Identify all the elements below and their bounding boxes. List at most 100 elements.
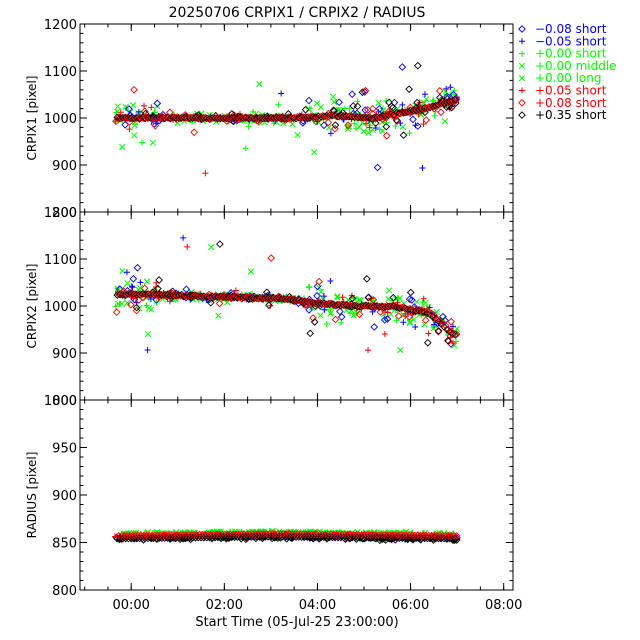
data-point (410, 531, 419, 540)
data-point (234, 530, 243, 539)
data-point (363, 120, 370, 127)
data-point (227, 533, 236, 542)
data-point (208, 243, 215, 251)
data-point (132, 534, 141, 543)
data-point (247, 294, 256, 303)
data-point (371, 115, 380, 123)
data-point (363, 106, 372, 114)
data-point (357, 297, 365, 304)
data-point (132, 306, 141, 315)
data-point (450, 531, 458, 540)
data-point (420, 121, 427, 128)
data-point (377, 531, 386, 539)
data-point (177, 534, 186, 542)
data-point (142, 531, 151, 540)
data-point (422, 116, 431, 124)
data-point (264, 532, 272, 541)
data-point (206, 530, 215, 539)
data-point (315, 299, 324, 308)
data-point (232, 530, 240, 539)
data-point (113, 291, 122, 299)
data-point (166, 114, 175, 123)
data-point (304, 530, 313, 539)
legend-label: +0.00 middle (535, 59, 617, 73)
data-point (163, 534, 172, 542)
data-point (438, 531, 447, 540)
y-tick-label: 950 (52, 442, 77, 457)
data-point (350, 312, 357, 319)
data-point (128, 114, 137, 123)
data-point (123, 531, 131, 540)
data-point (146, 304, 153, 312)
data-point (180, 234, 187, 241)
data-point (148, 104, 155, 111)
data-point (441, 531, 450, 540)
data-point (120, 531, 129, 540)
data-point (160, 534, 169, 542)
data-point (257, 530, 265, 538)
data-point (317, 312, 324, 319)
data-point (123, 269, 130, 276)
y-tick-label: 1200 (44, 18, 77, 33)
data-point (406, 130, 413, 137)
data-point (126, 126, 133, 133)
data-point (158, 534, 166, 542)
data-point (169, 534, 177, 542)
data-point (172, 534, 180, 542)
data-point (117, 531, 126, 540)
data-point (444, 531, 453, 540)
data-point (413, 122, 422, 130)
data-point (444, 336, 452, 345)
data-point (198, 530, 207, 539)
x-tick-label: 06:00 (392, 598, 429, 613)
data-point (424, 308, 433, 317)
legend-marker (519, 87, 525, 94)
data-point (364, 293, 373, 302)
data-point (190, 128, 198, 137)
panel-3: 800 850 900 950 1000 RADIUS [pixel] (25, 394, 514, 599)
data-point (453, 325, 461, 332)
data-point (310, 530, 319, 539)
data-point (254, 530, 263, 538)
data-point (338, 319, 345, 326)
data-point (143, 278, 151, 285)
chart-panels: 800 900 1000 1100 1200 CRPIX1 [pixel] 800 900 10… (25, 18, 522, 613)
data-point (234, 112, 242, 121)
data-point (349, 102, 358, 110)
data-point (430, 531, 439, 540)
data-point (318, 530, 327, 539)
data-point (152, 534, 161, 543)
data-point (408, 531, 416, 540)
legend-label: +0.05 short (535, 84, 607, 98)
x-tick-label: 00:00 (112, 598, 149, 613)
data-point (413, 531, 422, 540)
data-point (197, 533, 205, 542)
data-point (369, 308, 376, 315)
data-point (220, 530, 229, 539)
data-point (119, 143, 126, 151)
legend-marker (519, 50, 525, 57)
data-point (137, 279, 144, 286)
data-point (447, 317, 455, 326)
data-point (128, 283, 135, 290)
data-point (369, 531, 377, 539)
data-point (447, 84, 454, 91)
data-point (141, 102, 148, 109)
data-point (385, 531, 394, 539)
data-point (439, 312, 447, 321)
data-point (290, 530, 299, 539)
data-point (365, 129, 372, 136)
data-point (452, 95, 461, 103)
data-point (170, 531, 179, 539)
data-point (422, 531, 430, 540)
y-tick-label: 1100 (44, 65, 77, 80)
data-point (242, 145, 249, 152)
data-point (403, 305, 412, 314)
data-point (436, 531, 444, 540)
data-point (441, 118, 449, 125)
panel-frame (79, 399, 514, 591)
data-point (216, 533, 225, 542)
data-point (431, 112, 438, 119)
data-point (393, 317, 400, 324)
data-point (124, 280, 131, 287)
